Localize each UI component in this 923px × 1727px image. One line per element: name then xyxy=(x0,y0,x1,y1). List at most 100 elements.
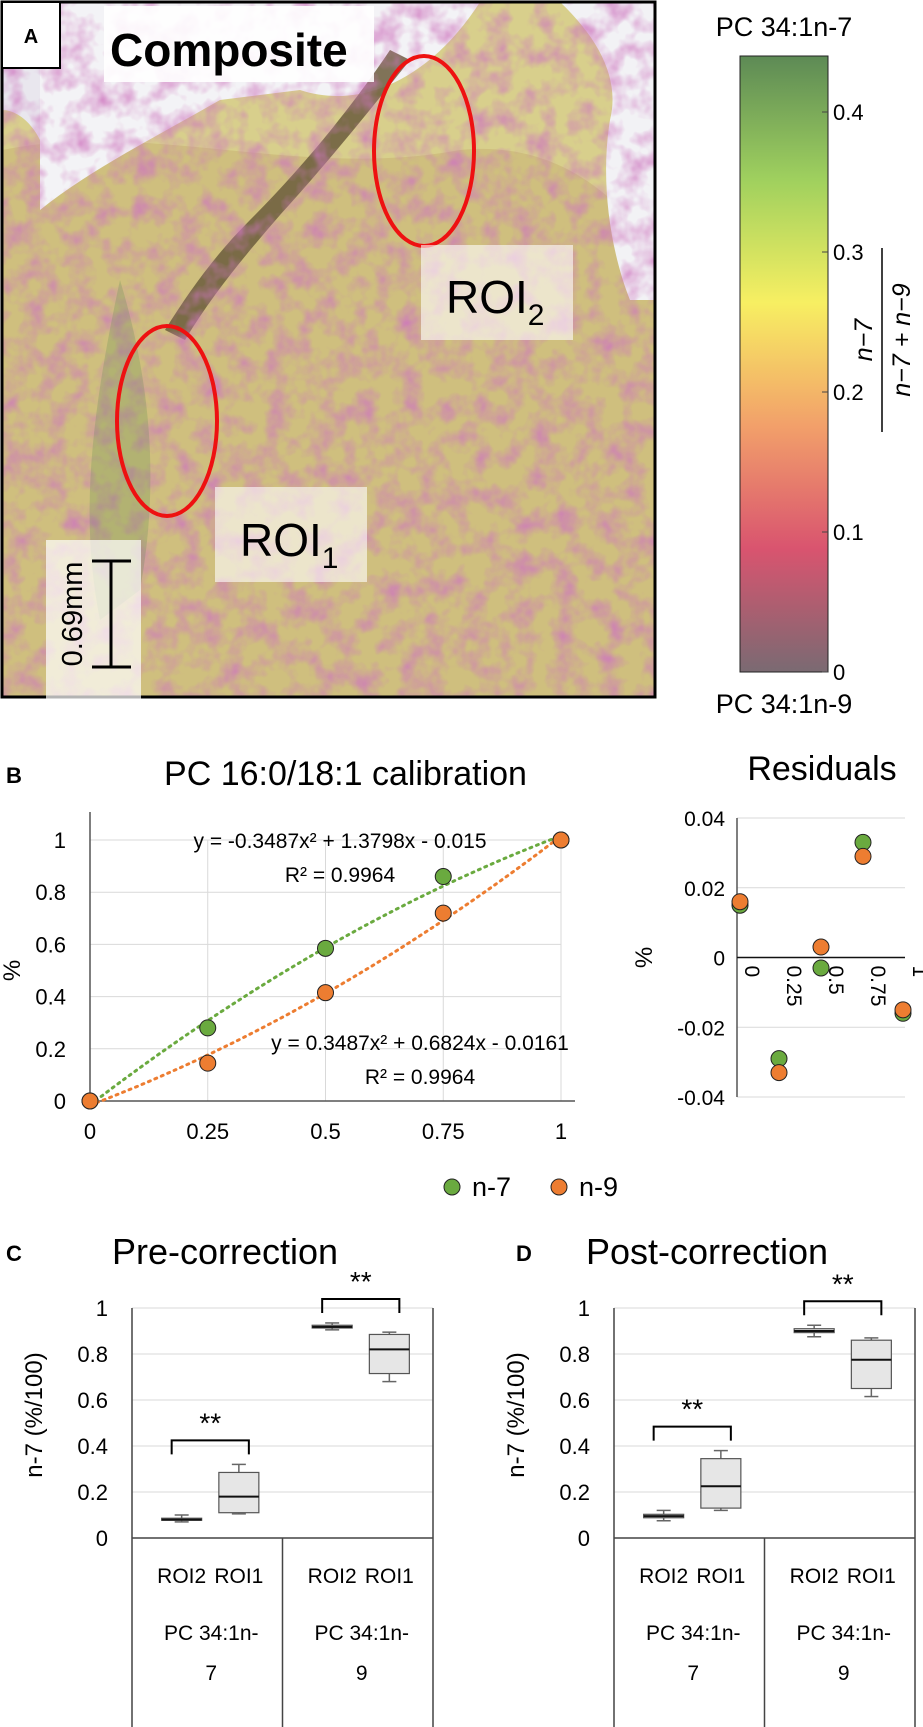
significance-bracket xyxy=(652,1425,732,1441)
box-ytick-label: 0 xyxy=(578,1526,590,1551)
panel-b: B PC 16:0/18:1 calibration 0 0.2 0.4 0.6 0.8 1… xyxy=(0,750,923,1202)
roi2-label-bg xyxy=(421,245,573,340)
colorbar-bottom-label: PC 34:1n-9 xyxy=(716,689,853,719)
legend-label-n-9: n-9 xyxy=(579,1172,618,1202)
panel-b-letter: B xyxy=(6,763,22,788)
box-ytick-label: 0.6 xyxy=(559,1388,590,1413)
post-correction-chart: Post-correction 0 0.2 0.4 0.6 0.8 1 n-7 (%/100)… xyxy=(503,1231,916,1727)
residual-point-n-9 xyxy=(894,1001,912,1019)
legend-swatch-n-7 xyxy=(443,1178,461,1196)
residual-point-n-9 xyxy=(812,938,830,956)
equation-n-9: y = 0.3487x² + 0.6824x - 0.0161 xyxy=(271,1032,569,1055)
significance-bracket xyxy=(170,1439,250,1455)
calibration-xtick-label: 0.75 xyxy=(422,1119,465,1144)
residuals-ytick-label: 0.04 xyxy=(684,808,725,831)
box-ytick-label: 0.4 xyxy=(559,1434,590,1459)
box-ytick-label: 0.4 xyxy=(77,1434,108,1459)
panel-c: C Pre-correction 0 0.2 0.4 0.6 0.8 1 n-7 (%/100… xyxy=(6,1231,434,1727)
point-n-9 xyxy=(199,1054,217,1072)
residuals-xtick-label: 1 xyxy=(908,966,923,978)
box-category-label: ROI1 xyxy=(696,1565,745,1588)
roi1-label: ROI1 xyxy=(240,514,338,575)
box-rect-ROI1 xyxy=(850,1339,892,1390)
box-group-label-line1: PC 34:1n- xyxy=(164,1622,259,1645)
roi1-ellipse xyxy=(115,324,219,518)
significance-label: ** xyxy=(681,1394,703,1425)
colorbar-tick-label: 0.1 xyxy=(833,520,864,545)
calibration-ytick-label: 1 xyxy=(54,828,66,853)
point-n-9 xyxy=(81,1092,99,1110)
significance-label: ** xyxy=(832,1268,854,1299)
box-ylabel: n-7 (%/100) xyxy=(21,1352,48,1477)
residuals-ytick-label: 0 xyxy=(713,948,725,971)
colorbar-tick-label: 0 xyxy=(833,660,845,685)
box-group-label-line2: 9 xyxy=(838,1662,850,1685)
residuals-ylabel: % xyxy=(631,947,658,968)
box-category-label: ROI1 xyxy=(847,1565,896,1588)
box-ytick-label: 0.2 xyxy=(559,1480,590,1505)
box-category-label: ROI1 xyxy=(365,1565,414,1588)
box-ytick-label: 0.8 xyxy=(77,1342,108,1367)
significance-label: ** xyxy=(350,1266,372,1297)
colorbar-tick-label: 0.4 xyxy=(833,100,864,125)
roi2-label: ROI2 xyxy=(446,271,544,332)
calibration-title: PC 16:0/18:1 calibration xyxy=(164,755,527,793)
formula-denominator: n−7 + n−9 xyxy=(888,283,916,396)
box-group-label-line2: 7 xyxy=(205,1662,217,1685)
box-category-label: ROI1 xyxy=(214,1565,263,1588)
pre-correction-chart: Pre-correction 0 0.2 0.4 0.6 0.8 1 n-7 (%/100) R… xyxy=(21,1231,434,1727)
formula-numerator: n−7 xyxy=(850,318,878,362)
box-category-label: ROI2 xyxy=(308,1565,357,1588)
box-ytick-label: 0.6 xyxy=(77,1388,108,1413)
significance-bracket xyxy=(321,1297,401,1313)
box-ytick-label: 0.2 xyxy=(77,1480,108,1505)
box-ytick-label: 0 xyxy=(96,1526,108,1551)
calibration-ytick-label: 0.4 xyxy=(35,985,66,1010)
point-n-7 xyxy=(317,939,334,957)
calibration-ytick-label: 0.8 xyxy=(35,880,66,905)
colorbar-bar xyxy=(739,55,829,673)
colorbar: PC 34:1n-7 0 0.1 0.2 0.3 0.4 PC 34:1n-9 n−7 … xyxy=(716,12,916,719)
box-rect-ROI1 xyxy=(368,1333,410,1375)
legend-swatch-n-9 xyxy=(550,1178,568,1196)
residuals-ytick-label: 0.02 xyxy=(684,878,725,901)
colorbar-tick-label: 0.3 xyxy=(833,240,864,265)
residual-point-n-9 xyxy=(854,847,872,865)
calibration-xtick-label: 0.5 xyxy=(310,1119,341,1144)
calibration-ytick-label: 0.2 xyxy=(35,1037,66,1062)
composite-label: Composite xyxy=(110,24,348,76)
panel-a-letter: A xyxy=(24,26,38,48)
residuals-xtick-label: 0.25 xyxy=(782,966,805,1007)
box-category-label: ROI2 xyxy=(639,1565,688,1588)
colorbar-top-label: PC 34:1n-7 xyxy=(716,12,853,42)
colorbar-tick-label: 0.2 xyxy=(833,380,864,405)
calibration-ytick-label: 0 xyxy=(54,1089,66,1114)
calibration-xtick-label: 0.25 xyxy=(186,1119,229,1144)
legend: n-7 n-9 xyxy=(443,1172,618,1202)
calibration-chart: PC 16:0/18:1 calibration 0 0.2 0.4 0.6 0.8 1 0 0… xyxy=(0,755,575,1144)
residual-point-n-9 xyxy=(731,893,749,911)
box-rect-ROI1 xyxy=(700,1458,742,1509)
box-group-label-line1: PC 34:1n- xyxy=(314,1622,409,1645)
panel-d-letter: D xyxy=(516,1241,532,1266)
significance-label: ** xyxy=(199,1407,221,1438)
residual-point-n-7 xyxy=(812,959,830,977)
scalebar-label: 0.69mm xyxy=(57,562,89,667)
colorbar-formula: n−7 n−7 + n−9 xyxy=(850,248,916,432)
residuals-xtick-label: 0.5 xyxy=(824,966,847,995)
composite-label-bg xyxy=(104,6,374,82)
residual-point-n-9 xyxy=(770,1064,788,1082)
scalebar-bg xyxy=(46,540,141,700)
legend-label-n-7: n-7 xyxy=(472,1172,511,1202)
r2-n-9: R² = 0.9964 xyxy=(365,1066,476,1089)
panel-c-letter: C xyxy=(6,1241,22,1266)
r2-n-7: R² = 0.9964 xyxy=(285,864,396,887)
panel-a: A Composite ROI2 ROI1 0.69mm PC 34:1n-7 … xyxy=(0,0,916,719)
box-ytick-label: 0.8 xyxy=(559,1342,590,1367)
box-rect-ROI1 xyxy=(218,1471,260,1514)
box-title: Post-correction xyxy=(586,1231,828,1272)
box-category-label: ROI2 xyxy=(790,1565,839,1588)
calibration-ylabel: % xyxy=(0,960,26,981)
residuals-xtick-label: 0 xyxy=(740,966,763,978)
